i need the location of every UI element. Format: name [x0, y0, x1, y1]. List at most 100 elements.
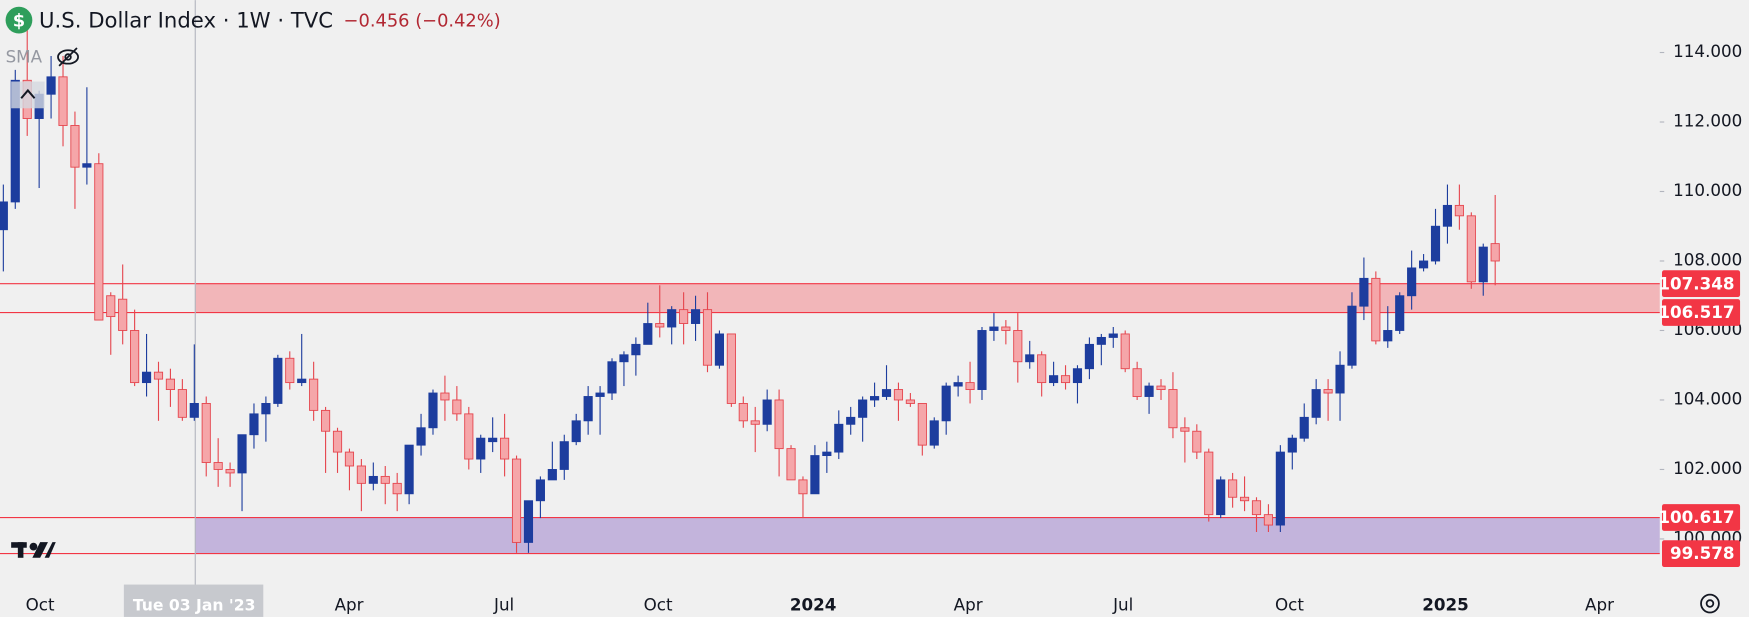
candle-body	[1168, 389, 1178, 429]
candle-body	[535, 479, 545, 502]
candle-body	[1251, 500, 1262, 516]
candle-body	[738, 402, 748, 422]
candle-body	[893, 389, 904, 401]
candle-body	[1359, 277, 1369, 307]
candle-body	[834, 423, 844, 453]
candle-body	[189, 402, 199, 418]
tradingview-logo	[11, 542, 56, 558]
candle-body	[1228, 479, 1238, 498]
candle-body	[1311, 389, 1321, 418]
y-tick-label: 102.000	[1673, 458, 1742, 478]
candle-body	[870, 396, 880, 401]
candle-body	[726, 333, 736, 404]
candle-body	[225, 469, 235, 474]
candle-body	[464, 413, 474, 460]
settings-icon[interactable]	[1700, 593, 1720, 614]
candle-body	[1144, 385, 1154, 397]
price-label-box	[1661, 504, 1741, 531]
candle-body	[667, 309, 677, 328]
collapse-button[interactable]	[11, 81, 45, 109]
candle-body	[10, 79, 20, 203]
candle-body	[786, 448, 796, 481]
candle-body	[416, 427, 426, 446]
candle-body	[571, 420, 581, 443]
candle-body	[285, 357, 295, 384]
y-tick-label: 108.000	[1673, 249, 1742, 269]
candle-body	[774, 399, 784, 450]
candle-body	[297, 378, 307, 384]
price-label: 99.578	[1670, 543, 1735, 563]
candle-body	[392, 482, 402, 495]
zone	[195, 283, 1660, 313]
visibility-icon[interactable]	[57, 47, 79, 67]
price-label-box	[1661, 540, 1741, 568]
candle-body	[1442, 204, 1453, 227]
candle-body	[1060, 375, 1071, 384]
candle-body	[679, 309, 689, 324]
candle-body	[452, 399, 462, 415]
candle-body	[1120, 333, 1130, 370]
x-tick-label: Apr	[335, 594, 364, 614]
candle-body	[82, 163, 92, 168]
candle-body	[1049, 375, 1059, 384]
x-tick-label: Jul	[1112, 594, 1133, 614]
candle-body	[213, 462, 223, 470]
candle-body	[1072, 368, 1083, 384]
price-label-box	[1661, 270, 1741, 298]
candle-body	[858, 399, 868, 418]
collapse-chevron	[20, 88, 36, 99]
candle-body	[655, 323, 665, 328]
candle-body	[332, 430, 343, 453]
y-tick-label: 114.000	[1673, 41, 1742, 61]
candle-body	[1335, 364, 1345, 394]
candle-body	[1132, 368, 1142, 397]
candle-body	[929, 420, 939, 446]
candle-body	[1430, 225, 1441, 262]
x-tick-label: Apr	[1585, 594, 1614, 614]
candle-body	[1347, 305, 1357, 366]
candle-body	[344, 451, 355, 467]
y-tick-label: 110.000	[1673, 180, 1742, 200]
price-change: −0.456 (−0.42%)	[344, 10, 501, 31]
candle-body	[1025, 354, 1035, 363]
candle-body	[1407, 267, 1417, 297]
candle-body	[1323, 389, 1333, 394]
candle-body	[58, 76, 68, 126]
y-tick-label: 104.000	[1673, 388, 1742, 408]
y-tick-label: 112.000	[1673, 111, 1742, 131]
crosshair-label: Tue 03 Jan '23	[133, 596, 256, 614]
symbol-icon-glyph: $	[13, 10, 25, 31]
candle-body	[965, 382, 975, 390]
price-label: 107.348	[1658, 273, 1734, 293]
candle-body	[1216, 479, 1226, 516]
candle-body	[559, 441, 569, 470]
candle-body	[94, 163, 104, 321]
candle-body	[523, 500, 534, 543]
candle-body	[130, 330, 140, 384]
zone	[195, 517, 1660, 554]
candle-body	[70, 125, 80, 168]
candle-body	[1204, 451, 1214, 516]
x-tick-label: Oct	[26, 594, 55, 614]
candle-body	[106, 295, 116, 318]
price-axis: 100.000102.000104.000106.000108.000110.0…	[1658, 41, 1742, 568]
candle-body	[1466, 215, 1476, 283]
candle-body	[905, 399, 915, 404]
x-tick-label: Apr	[954, 594, 983, 614]
candle-body	[368, 475, 378, 484]
chart-title: U.S. Dollar Index · 1W · TVC	[39, 7, 333, 32]
candle-body	[201, 402, 211, 463]
price-label: 100.617	[1658, 507, 1734, 527]
candle-body	[846, 416, 856, 425]
candle-body	[762, 399, 772, 425]
candle-body	[941, 385, 951, 422]
symbol-icon	[5, 6, 33, 34]
candle-body	[1001, 326, 1011, 331]
candle-body	[989, 326, 999, 331]
candle-body	[822, 451, 832, 457]
candle-body	[1454, 204, 1464, 217]
candle-body	[607, 361, 617, 394]
candle-body	[1037, 354, 1047, 384]
